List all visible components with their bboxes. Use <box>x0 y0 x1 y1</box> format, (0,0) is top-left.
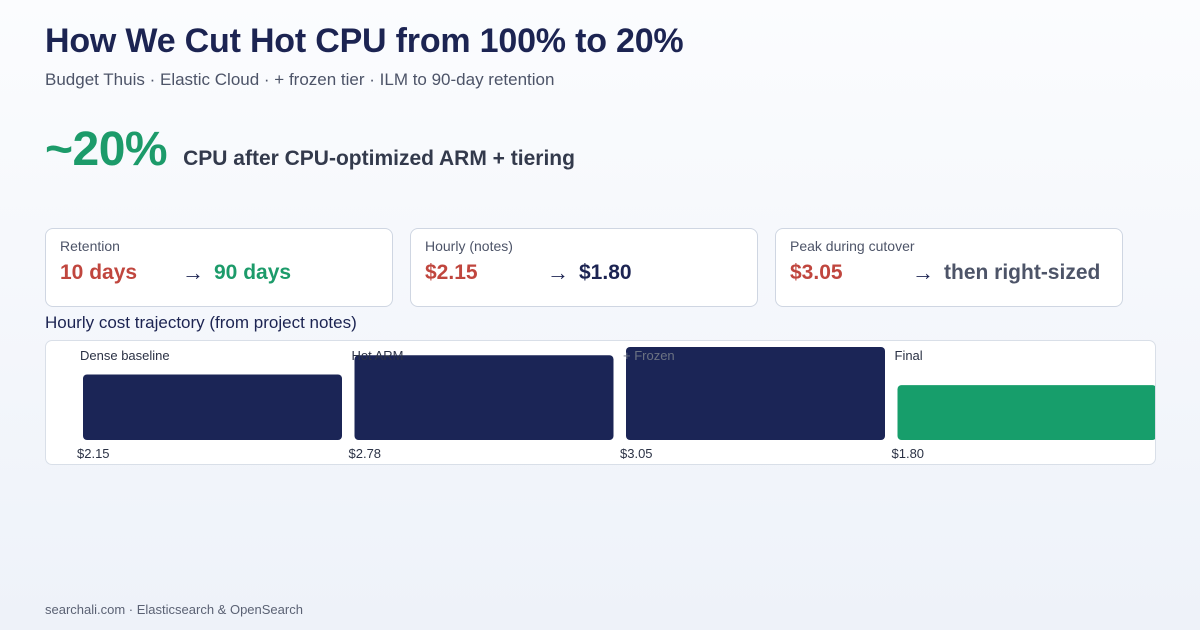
hero-value: ~20% <box>45 123 168 176</box>
card-from-value: $2.15 <box>425 261 478 284</box>
card-to-value: then right-sized <box>944 261 1101 284</box>
value-label: $1.80 <box>892 446 925 461</box>
card-label: Hourly (notes) <box>425 238 513 254</box>
category-label: + Frozen <box>623 348 675 363</box>
card-label: Peak during cutover <box>790 238 915 254</box>
arrow-right-icon: → <box>912 260 934 285</box>
category-label: Final <box>895 348 923 363</box>
card-from-value: 10 days <box>60 261 138 284</box>
hero-stat: ~20% CPU after CPU-optimized ARM + tieri… <box>45 122 575 177</box>
category-label: Dense baseline <box>80 348 170 363</box>
bar-0 <box>83 374 342 440</box>
chart-heading: Hourly cost trajectory (from project not… <box>45 313 357 332</box>
bar-2 <box>626 347 885 440</box>
bar-1 <box>354 355 614 440</box>
peak-cost-card: Peak during cutover $3.05 → then right-s… <box>775 228 1123 307</box>
hourly-cost-card: Hourly (notes) $2.15 → $1.80 <box>410 228 758 307</box>
category-label: Hot ARM <box>352 348 404 363</box>
footer-credit: searchali.com · Elasticsearch & OpenSear… <box>45 602 303 617</box>
value-label: $2.78 <box>349 446 382 461</box>
card-from-value: $3.05 <box>790 261 843 284</box>
arrow-right-icon: → <box>182 260 204 285</box>
bar-3 <box>897 385 1155 440</box>
value-label: $2.15 <box>77 446 110 461</box>
cost-trajectory-chart: Dense baseline $2.15 Hot ARM $2.78 + Frozen $… <box>45 340 1156 465</box>
card-to-value: $1.80 <box>579 261 632 284</box>
card-to-value: 90 days <box>214 261 292 284</box>
hero-caption: CPU after CPU-optimized ARM + tiering <box>183 147 575 170</box>
retention-card: Retention 10 days → 90 days <box>45 228 393 307</box>
bar-chart-svg: Dense baseline $2.15 Hot ARM $2.78 + Frozen $… <box>77 347 1155 461</box>
page-subtitle: Budget Thuis · Elastic Cloud · + frozen … <box>45 70 555 89</box>
value-label: $3.05 <box>620 446 653 461</box>
arrow-right-icon: → <box>547 260 569 285</box>
card-label: Retention <box>60 238 120 254</box>
page-title: How We Cut Hot CPU from 100% to 20% <box>45 22 684 60</box>
